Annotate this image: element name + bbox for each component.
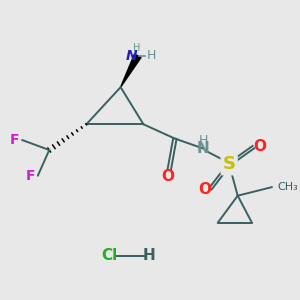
Text: O: O	[253, 139, 266, 154]
Text: O: O	[161, 169, 174, 184]
Polygon shape	[121, 54, 141, 87]
Text: N: N	[126, 49, 137, 63]
Text: O: O	[198, 182, 211, 197]
Text: H: H	[199, 134, 208, 146]
Text: F: F	[10, 133, 20, 147]
Text: S: S	[223, 155, 236, 173]
Text: N: N	[197, 141, 210, 156]
Text: H: H	[143, 248, 156, 263]
Text: Cl: Cl	[101, 248, 117, 263]
Text: H: H	[147, 49, 157, 62]
Text: F: F	[26, 169, 35, 183]
Text: H: H	[134, 43, 141, 53]
Text: CH₃: CH₃	[278, 182, 298, 191]
